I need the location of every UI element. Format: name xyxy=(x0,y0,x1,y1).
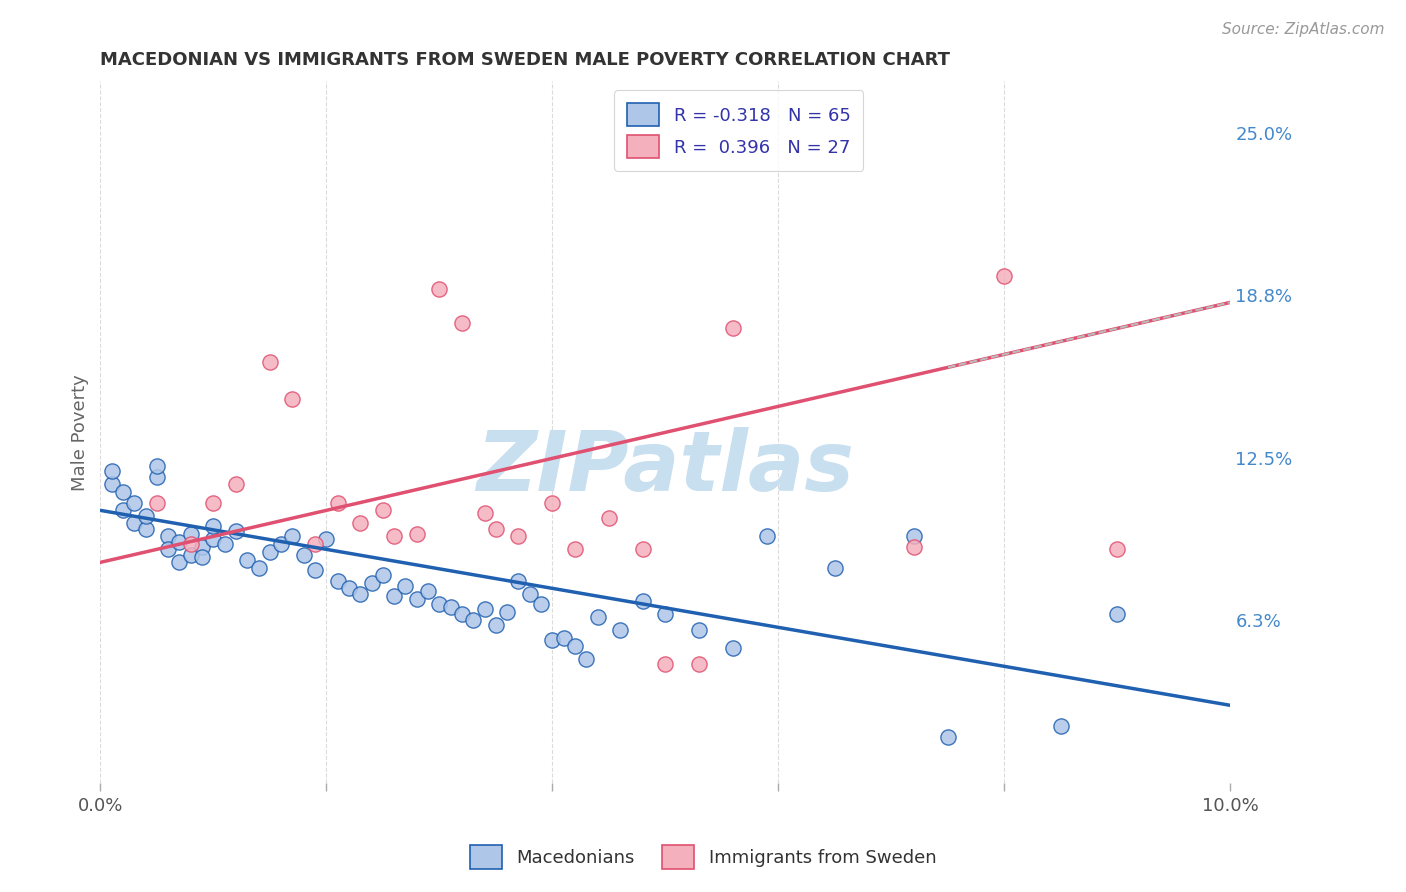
Point xyxy=(936,730,959,744)
Point xyxy=(1050,719,1073,733)
Point xyxy=(202,495,225,509)
Point xyxy=(236,553,259,567)
Point xyxy=(225,524,247,538)
Point xyxy=(146,469,169,483)
Point xyxy=(429,282,451,296)
Point xyxy=(721,641,744,656)
Point xyxy=(169,534,191,549)
Point xyxy=(135,522,157,536)
Legend: Macedonians, Immigrants from Sweden: Macedonians, Immigrants from Sweden xyxy=(463,838,943,876)
Point xyxy=(553,631,575,645)
Point xyxy=(202,532,225,546)
Point xyxy=(1107,542,1129,557)
Point xyxy=(609,623,631,637)
Point xyxy=(146,459,169,474)
Point xyxy=(371,568,394,582)
Point xyxy=(382,589,405,603)
Point xyxy=(993,269,1015,284)
Legend: R = -0.318   N = 65, R =  0.396   N = 27: R = -0.318 N = 65, R = 0.396 N = 27 xyxy=(614,90,863,171)
Point xyxy=(122,516,145,531)
Point xyxy=(157,542,180,557)
Point xyxy=(496,605,519,619)
Text: Source: ZipAtlas.com: Source: ZipAtlas.com xyxy=(1222,22,1385,37)
Point xyxy=(756,529,779,543)
Point xyxy=(903,540,925,554)
Point xyxy=(111,503,134,517)
Point xyxy=(541,633,564,648)
Point xyxy=(519,586,541,600)
Point xyxy=(575,651,598,665)
Point xyxy=(474,506,496,520)
Point xyxy=(326,574,349,588)
Point xyxy=(304,537,326,551)
Point xyxy=(225,477,247,491)
Point xyxy=(416,584,439,599)
Point xyxy=(169,555,191,569)
Point xyxy=(191,550,214,565)
Point xyxy=(157,529,180,543)
Point xyxy=(326,495,349,509)
Point xyxy=(451,316,474,330)
Point xyxy=(349,516,371,531)
Point xyxy=(214,537,236,551)
Point xyxy=(405,526,427,541)
Point xyxy=(122,495,145,509)
Point xyxy=(360,576,382,591)
Point xyxy=(135,508,157,523)
Text: ZIPatlas: ZIPatlas xyxy=(477,427,855,508)
Point xyxy=(394,579,416,593)
Point xyxy=(688,657,710,671)
Point xyxy=(349,586,371,600)
Point xyxy=(180,537,202,551)
Point xyxy=(180,548,202,562)
Point xyxy=(259,545,281,559)
Point xyxy=(564,542,586,557)
Point xyxy=(474,602,496,616)
Point xyxy=(337,582,360,596)
Point xyxy=(191,540,214,554)
Point xyxy=(654,657,676,671)
Point xyxy=(270,537,292,551)
Point xyxy=(292,548,315,562)
Point xyxy=(259,355,281,369)
Point xyxy=(371,503,394,517)
Point xyxy=(451,607,474,622)
Text: MACEDONIAN VS IMMIGRANTS FROM SWEDEN MALE POVERTY CORRELATION CHART: MACEDONIAN VS IMMIGRANTS FROM SWEDEN MAL… xyxy=(100,51,950,69)
Point xyxy=(1107,607,1129,622)
Point xyxy=(247,560,270,574)
Point xyxy=(440,599,463,614)
Point xyxy=(202,519,225,533)
Point xyxy=(485,522,508,536)
Point xyxy=(688,623,710,637)
Point xyxy=(304,563,326,577)
Point xyxy=(463,613,485,627)
Point xyxy=(180,526,202,541)
Point xyxy=(721,321,744,335)
Point xyxy=(315,532,337,546)
Point xyxy=(382,529,405,543)
Point xyxy=(586,610,609,624)
Point xyxy=(100,477,122,491)
Point xyxy=(824,560,846,574)
Point xyxy=(281,529,304,543)
Point xyxy=(405,591,427,606)
Point xyxy=(564,639,586,653)
Point xyxy=(508,574,530,588)
Point xyxy=(654,607,676,622)
Point xyxy=(631,542,654,557)
Point xyxy=(530,597,553,611)
Point xyxy=(429,597,451,611)
Point xyxy=(631,594,654,608)
Point xyxy=(100,464,122,478)
Point xyxy=(541,495,564,509)
Point xyxy=(485,617,508,632)
Y-axis label: Male Poverty: Male Poverty xyxy=(72,374,89,491)
Point xyxy=(111,485,134,500)
Point xyxy=(508,529,530,543)
Point xyxy=(903,529,925,543)
Point xyxy=(146,495,169,509)
Point xyxy=(598,511,620,525)
Point xyxy=(281,392,304,406)
